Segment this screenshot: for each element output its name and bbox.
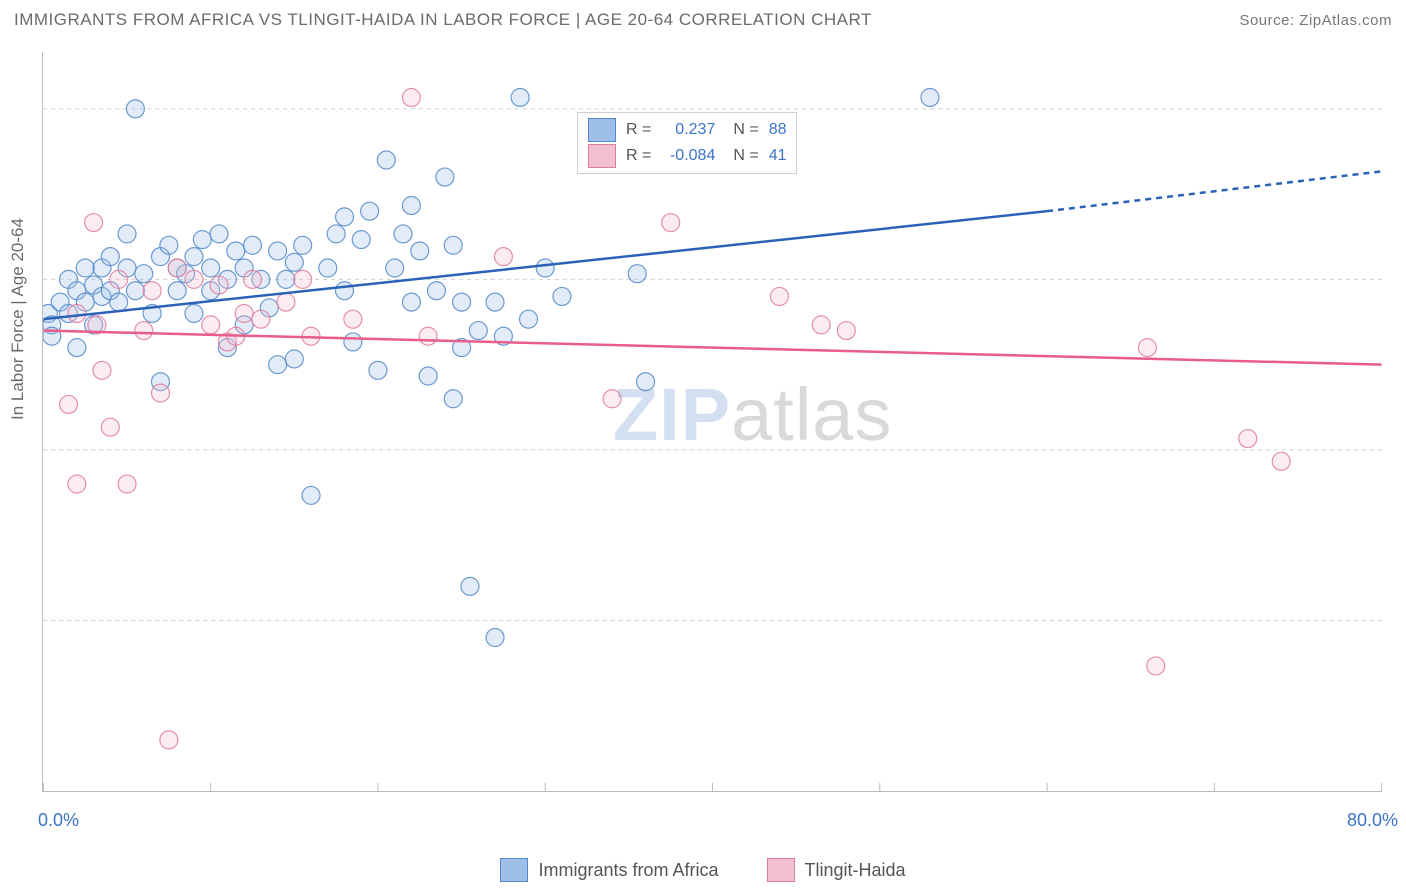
legend-label: Tlingit-Haida [805, 860, 906, 881]
x-tick-label: 80.0% [1347, 810, 1398, 831]
x-tick-label: 0.0% [38, 810, 79, 831]
stat-R-value: 0.237 [661, 117, 715, 143]
title-bar: IMMIGRANTS FROM AFRICA VS TLINGIT-HAIDA … [14, 10, 1392, 30]
y-axis-label: In Labor Force | Age 20-64 [8, 218, 28, 420]
stats-legend-box: R = 0.237 N = 88 R = -0.084 N = 41 [577, 112, 797, 174]
legend-swatch [767, 858, 795, 882]
stat-N-label: N = [733, 117, 758, 143]
legend-item: Immigrants from Africa [500, 858, 718, 882]
stat-R-value: -0.084 [661, 143, 715, 169]
stats-swatch [588, 118, 616, 142]
legend-item: Tlingit-Haida [767, 858, 906, 882]
stat-R-label: R = [626, 117, 651, 143]
chart-title: IMMIGRANTS FROM AFRICA VS TLINGIT-HAIDA … [14, 10, 872, 30]
stat-N-value: 88 [769, 117, 787, 143]
stat-N-label: N = [733, 143, 758, 169]
legend-label: Immigrants from Africa [538, 860, 718, 881]
bottom-legend: Immigrants from Africa Tlingit-Haida [0, 858, 1406, 882]
plot-area: ZIPatlas R =0.237N =88R =-0.084N =41 [42, 52, 1382, 792]
stats-row: R = 0.237 N = 88 [588, 117, 786, 143]
legend-swatch [500, 858, 528, 882]
stats-row: R = -0.084 N = 41 [588, 143, 786, 169]
stats-swatch [588, 144, 616, 168]
stat-N-value: 41 [769, 143, 787, 169]
source-label: Source: ZipAtlas.com [1239, 12, 1392, 29]
stat-R-label: R = [626, 143, 651, 169]
